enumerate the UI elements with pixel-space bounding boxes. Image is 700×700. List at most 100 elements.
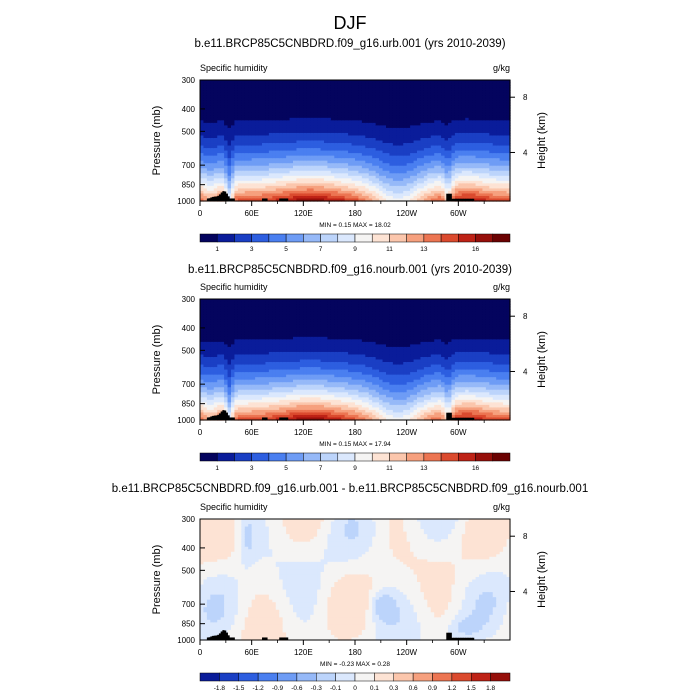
contour-cell [375,117,380,121]
contour-cell [210,110,215,114]
contour-cell [275,137,280,142]
contour-cell [231,107,236,111]
contour-cell [410,105,415,109]
contour-cell [344,97,349,101]
contour-cell [244,195,249,200]
contour-cell [392,92,397,96]
contour-cell [258,137,263,142]
contour-cell [313,120,318,124]
contour-cell [258,82,263,86]
contour-cell [330,140,335,144]
contour-cell [375,150,380,154]
contour-cell [262,95,267,99]
contour-cell [296,115,301,119]
contour-cell [344,92,349,96]
contour-cell [379,112,384,116]
contour-cell [396,193,401,197]
contour-cell [337,153,342,157]
contour-cell [286,188,291,192]
contour-cell [389,173,394,177]
contour-cell [334,150,339,154]
contour-cell [303,80,308,84]
contour-cell [206,97,211,101]
contour-cell [279,120,284,124]
contour-cell [327,122,332,126]
contour-cell [258,80,263,84]
contour-cell [410,137,415,142]
contour-cell [337,148,342,152]
contour-cell [320,158,325,162]
contour-cell [386,155,391,159]
contour-cell [306,190,311,195]
contour-cell [392,105,397,109]
contour-cell [334,110,339,114]
contour-cell [310,140,315,144]
contour-cell [248,105,253,109]
contour-cell [213,193,218,197]
contour-cell [413,170,418,174]
contour-cell [265,117,270,121]
contour-cell [299,153,304,157]
contour-cell [355,155,360,159]
contour-cell [330,185,335,189]
contour-cell [375,100,380,104]
contour-cell [317,173,322,177]
y-right-axis-label: Height (km) [536,112,548,169]
contour-cell [234,178,239,182]
contour-cell [231,140,236,144]
contour-cell [296,135,301,139]
contour-cell [203,87,208,91]
contour-cell [361,198,366,202]
contour-cell [231,185,236,189]
contour-cell [375,193,380,197]
contour-cell [203,190,208,195]
contour-cell [282,105,287,109]
contour-cell [279,173,284,177]
contour-cell [351,168,356,172]
contour-cell [420,137,425,142]
contour-cell [275,175,280,179]
contour-cell [410,165,415,169]
contour-cell [299,82,304,86]
contour-cell [420,100,425,104]
contour-cell [299,97,304,101]
contour-cell [399,90,404,94]
contour-cell [344,140,349,144]
contour-cell [237,90,242,94]
contour-cell [330,100,335,104]
contour-cell [358,137,363,142]
contour-cell [296,87,301,91]
contour-cell [210,87,215,91]
contour-cell [348,153,353,157]
contour-cell [348,163,353,167]
contour-cell [206,100,211,104]
contour-cell [227,95,232,99]
contour-cell [358,155,363,159]
contour-cell [220,183,225,187]
contour-cell [375,188,380,192]
contour-cell [410,190,415,195]
contour-cell [403,195,408,200]
contour-cell [341,87,346,91]
contour-cell [217,183,222,187]
contour-cell [251,188,256,192]
contour-cell [417,102,422,106]
contour-cell [241,80,246,84]
contour-cell [413,90,418,94]
contour-cell [234,92,239,96]
contour-cell [217,105,222,109]
contour-cell [265,173,270,177]
contour-cell [241,158,246,162]
contour-cell [379,155,384,159]
contour-cell [382,82,387,86]
contour-cell [289,168,294,172]
contour-cell [396,168,401,172]
contour-cell [289,135,294,139]
contour-cell [341,110,346,114]
contour-cell [275,95,280,99]
contour-cell [306,97,311,101]
contour-cell [213,168,218,172]
contour-cell [313,145,318,149]
contour-cell [248,85,253,89]
contour-cell [224,120,229,124]
